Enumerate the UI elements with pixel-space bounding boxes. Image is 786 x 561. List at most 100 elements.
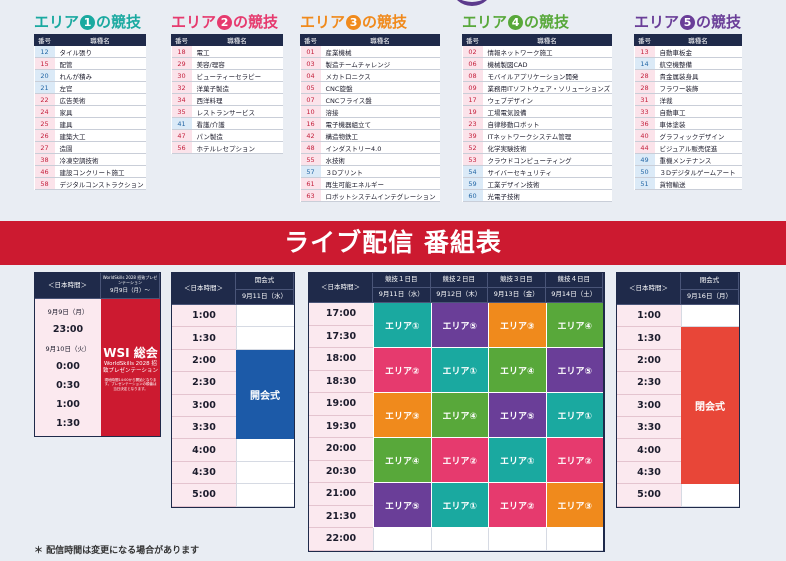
skill-number: 60 [462, 189, 483, 202]
table-row: 54 サイバーセキュリティ [462, 165, 612, 178]
skill-number: 54 [462, 165, 483, 178]
table-row: 44 ビジュアル販売促進 [634, 141, 742, 154]
opening-date: 9月11日（水） [236, 290, 294, 305]
skill-number: 35 [171, 105, 192, 118]
table-row: 34 西洋料理 [171, 93, 283, 106]
skill-number: 16 [300, 117, 321, 130]
table-row: 18 電工 [171, 45, 283, 58]
header-skill-name: 職種名 [54, 34, 146, 46]
wsi-times: 9月9日（月） 23:00 9月10日（火） 0:00 0:30 1:00 1:30 [35, 299, 101, 436]
wsi-block-note: 現地時間14:00から開始となります。プレゼンテーションの順番は当日決定となりま… [104, 377, 157, 391]
time-slot: 2:30 [617, 372, 681, 395]
table-row: 56 ホテルレセプション [171, 141, 283, 154]
table-row: 57 ３Dプリント [300, 165, 440, 178]
empty-slot [236, 305, 294, 328]
skill-name: 自律移動ロボット [482, 117, 612, 130]
area-title-prefix: エリア [462, 13, 508, 31]
wsi-col-title: WorldSkills 2028 招致プレゼンテーション [102, 275, 158, 286]
time-slot: 3:30 [617, 416, 681, 440]
table-row: 33 自動車工 [634, 105, 742, 118]
live-schedule-banner: ライブ配信 番組表 [0, 221, 786, 265]
skill-number: 49 [634, 153, 655, 166]
area-block: エリア④ [430, 393, 488, 438]
empty-slot [430, 528, 488, 551]
table-row: 47 パン製造 [171, 129, 283, 142]
area-title: エリア 3 の競技 [300, 12, 440, 32]
skill-name: モバイルアプリケーション開発 [482, 69, 612, 82]
time-header: ＜日本時間＞ [309, 273, 373, 303]
table-row: 28 フラワー装飾 [634, 81, 742, 94]
skill-name: 業務用ITソフトウェア・ソリューションズ [482, 81, 612, 94]
table-row: 16 電子機器組立て [300, 117, 440, 130]
area-1: エリア 1 の競技 番号 職種名 12 タイル張り 15 配管 20 れんが積み 21 左官 22 広告美術… [34, 12, 146, 190]
skills-header-row: 番号 職種名 [34, 34, 146, 46]
skill-number: 06 [462, 57, 483, 70]
skill-name: 化学実験技術 [482, 141, 612, 154]
skill-number: 58 [34, 177, 55, 190]
wsi-block: WSI 総会 WorldSkills 2028 招致プレゼンテーション 現地時間… [101, 299, 160, 436]
area-number-badge: 3 [346, 15, 362, 30]
time-slot: 9月9日（月） [47, 308, 89, 316]
empty-slot [545, 528, 603, 551]
skill-number: 22 [34, 93, 55, 106]
area-title: エリア 2 の競技 [171, 12, 283, 32]
time-slot: 21:30 [309, 505, 373, 528]
skill-name: ３Dデジタルゲームアート [654, 165, 742, 178]
table-row: 24 家具 [34, 105, 146, 118]
table-row: 53 クラウドコンピューティング [462, 153, 612, 166]
skill-number: 01 [300, 45, 321, 58]
skills-header-row: 番号 職種名 [634, 34, 742, 46]
skill-number: 34 [171, 93, 192, 106]
area-title: エリア 5 の競技 [634, 12, 742, 32]
table-row: 36 車体塗装 [634, 117, 742, 130]
skill-number: 52 [462, 141, 483, 154]
opening-ceremony-block: 開会式 [236, 349, 294, 440]
skills-header-row: 番号 職種名 [462, 34, 612, 46]
table-row: 63 ロボットシステムインテグレーション [300, 189, 440, 202]
opening-schedule: ＜日本時間＞ 開会式 9月11日（水） 1:00 1:30 2:00 2:30 3:00… [171, 272, 295, 508]
table-row: 14 航空機整備 [634, 57, 742, 70]
skill-name: 電工 [191, 45, 283, 58]
table-row: 29 美容/理容 [171, 57, 283, 70]
skill-number: 19 [462, 105, 483, 118]
skill-name: 構造物鉄工 [320, 129, 440, 142]
skill-number: 40 [634, 129, 655, 142]
area-title-suffix: の競技 [696, 13, 742, 31]
skill-number: 10 [300, 105, 321, 118]
skill-name: 貨物輸送 [654, 177, 742, 190]
area-block: エリア① [430, 483, 488, 528]
skill-number: 23 [462, 117, 483, 130]
area-title: エリア 4 の競技 [462, 12, 612, 32]
table-row: 07 CNCフライス盤 [300, 93, 440, 106]
empty-slot [236, 461, 294, 485]
skill-name: ITネットワークシステム管理 [482, 129, 612, 142]
area-block: エリア⑤ [545, 348, 603, 393]
header-number: 番号 [300, 34, 321, 46]
table-row: 06 機械製図CAD [462, 57, 612, 70]
area-number-badge: 1 [80, 15, 96, 30]
skill-number: 12 [34, 45, 55, 58]
time-slot: 4:00 [617, 439, 681, 462]
skills-table: 番号 職種名 01 産業機械 03 製造チームチャレンジ 04 メカトロニクス 05 CNC旋盤 0… [300, 34, 440, 202]
skills-header-row: 番号 職種名 [300, 34, 440, 46]
skill-number: 63 [300, 189, 321, 202]
header-skill-name: 職種名 [482, 34, 612, 46]
skill-name: 航空機整備 [654, 57, 742, 70]
wsi-schedule: ＜日本時間＞ WorldSkills 2028 招致プレゼンテーション 9月9日… [34, 272, 161, 437]
table-row: 15 配管 [34, 57, 146, 70]
header-skill-name: 職種名 [191, 34, 283, 46]
skill-name: 機械製図CAD [482, 57, 612, 70]
day-label: 競技３日目 [488, 273, 546, 288]
skill-name: クラウドコンピューティング [482, 153, 612, 166]
table-row: 08 モバイルアプリケーション開発 [462, 69, 612, 82]
skill-number: 28 [634, 69, 655, 82]
skill-number: 57 [300, 165, 321, 178]
area-block: エリア① [545, 393, 603, 438]
skill-number: 55 [300, 153, 321, 166]
area-title-prefix: エリア [634, 13, 680, 31]
time-slot: 3:00 [172, 394, 236, 417]
skill-name: 看護/介護 [191, 117, 283, 130]
skill-name: ビューティーセラピー [191, 69, 283, 82]
time-slot: 20:00 [309, 438, 373, 461]
skill-number: 48 [300, 141, 321, 154]
